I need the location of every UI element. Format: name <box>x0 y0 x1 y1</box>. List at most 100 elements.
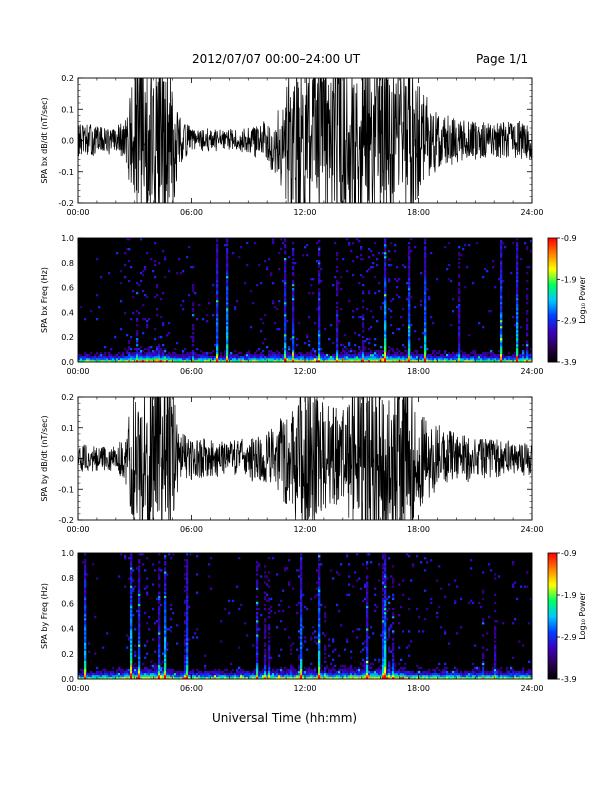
heatmap-cell <box>260 356 263 359</box>
heatmap-cell <box>338 573 341 576</box>
heatmap-cell <box>264 571 267 574</box>
heatmap-cell <box>228 358 231 361</box>
heatmap-cell <box>300 626 303 629</box>
heatmap-cell <box>334 356 337 359</box>
heatmap-cell <box>154 276 157 279</box>
heatmap-cell <box>218 668 221 672</box>
heatmap-cell <box>300 585 303 588</box>
heatmap-cell <box>164 611 167 615</box>
heatmap-cell <box>302 254 305 257</box>
heatmap-cell <box>408 318 411 321</box>
heatmap-cell <box>372 358 375 361</box>
heatmap-cell <box>216 352 219 355</box>
heatmap-cell <box>186 358 189 361</box>
heatmap-cell <box>100 676 103 680</box>
heatmap-cell <box>392 622 395 625</box>
heatmap-cell <box>268 579 271 582</box>
heatmap-cell <box>84 589 87 592</box>
heatmap-cell <box>280 666 283 670</box>
heatmap-cell <box>382 354 385 357</box>
heatmap-cell <box>372 254 375 257</box>
heatmap-cell <box>250 672 253 676</box>
heatmap-cell <box>272 676 275 680</box>
heatmap-cell <box>164 579 167 582</box>
heatmap-cell <box>264 595 267 599</box>
heatmap-cell <box>526 320 529 323</box>
heatmap-cell <box>130 664 133 668</box>
heatmap-cell <box>314 640 317 643</box>
heatmap-cell <box>384 583 387 586</box>
heatmap-cell <box>370 672 373 676</box>
heatmap-cell <box>330 670 333 674</box>
heatmap-cell <box>444 662 447 666</box>
heatmap-cell <box>116 360 119 363</box>
heatmap-cell <box>412 565 415 568</box>
heatmap-cell <box>284 264 287 267</box>
heatmap-cell <box>84 644 87 647</box>
heatmap-cell <box>530 670 533 674</box>
heatmap-cell <box>318 358 321 361</box>
heatmap-cell <box>120 676 123 680</box>
heatmap-cell <box>140 354 143 357</box>
heatmap-cell <box>382 664 385 668</box>
heatmap-cell <box>516 260 519 263</box>
heatmap-cell <box>500 360 503 363</box>
heatmap-cell <box>202 352 205 355</box>
heatmap-cell <box>300 644 303 647</box>
heatmap-cell <box>84 318 87 321</box>
heatmap-cell <box>222 674 225 678</box>
heatmap-cell <box>360 358 363 361</box>
heatmap-cell <box>436 616 439 619</box>
heatmap-cell <box>374 354 377 357</box>
heatmap-cell <box>130 624 133 627</box>
heatmap-cell <box>84 597 87 601</box>
heatmap-cell <box>84 577 87 580</box>
heatmap-cell <box>138 668 141 672</box>
heatmap-cell <box>384 350 387 353</box>
heatmap-cell <box>160 358 163 361</box>
heatmap-cell <box>458 342 461 345</box>
heatmap-cell <box>516 338 519 341</box>
heatmap-cell <box>318 620 321 623</box>
heatmap-cell <box>164 599 167 603</box>
heatmap-cell <box>366 597 369 601</box>
heatmap-cell <box>392 581 395 584</box>
heatmap-cell <box>490 352 493 355</box>
heatmap-cell <box>424 318 427 321</box>
heatmap-cell <box>128 342 131 345</box>
heatmap-cell <box>398 613 401 617</box>
heatmap-cell <box>318 622 321 625</box>
heatmap-cell <box>164 620 167 623</box>
heatmap-cell <box>292 334 295 337</box>
heatmap-cell <box>486 358 489 361</box>
heatmap-cell <box>284 240 287 243</box>
heatmap-cell <box>318 660 321 664</box>
colorbar-swatch <box>548 316 557 319</box>
heatmap-cell <box>482 674 485 678</box>
heatmap-cell <box>420 300 423 303</box>
heatmap-cell <box>414 672 417 676</box>
heatmap-cell <box>408 358 411 361</box>
heatmap-cell <box>248 674 251 678</box>
heatmap-cell <box>280 620 283 623</box>
heatmap-cell <box>148 346 151 349</box>
heatmap-cell <box>274 354 277 357</box>
heatmap-cell <box>368 553 371 556</box>
heatmap-cell <box>482 656 485 659</box>
heatmap-cell <box>256 656 259 659</box>
heatmap-cell <box>448 278 451 281</box>
heatmap-cell <box>318 252 321 255</box>
heatmap-cell <box>134 662 137 666</box>
heatmap-cell <box>336 306 339 309</box>
heatmap-cell <box>294 354 297 357</box>
heatmap-cell <box>268 648 271 651</box>
heatmap-cell <box>264 565 267 568</box>
colorbar-swatch <box>548 271 557 274</box>
heatmap-cell <box>448 354 451 357</box>
heatmap-cell <box>124 555 127 558</box>
heatmap-cell <box>488 674 491 678</box>
heatmap-cell <box>318 599 321 603</box>
heatmap-cell <box>364 346 367 349</box>
heatmap-cell <box>320 360 323 363</box>
heatmap-cell <box>186 670 189 674</box>
